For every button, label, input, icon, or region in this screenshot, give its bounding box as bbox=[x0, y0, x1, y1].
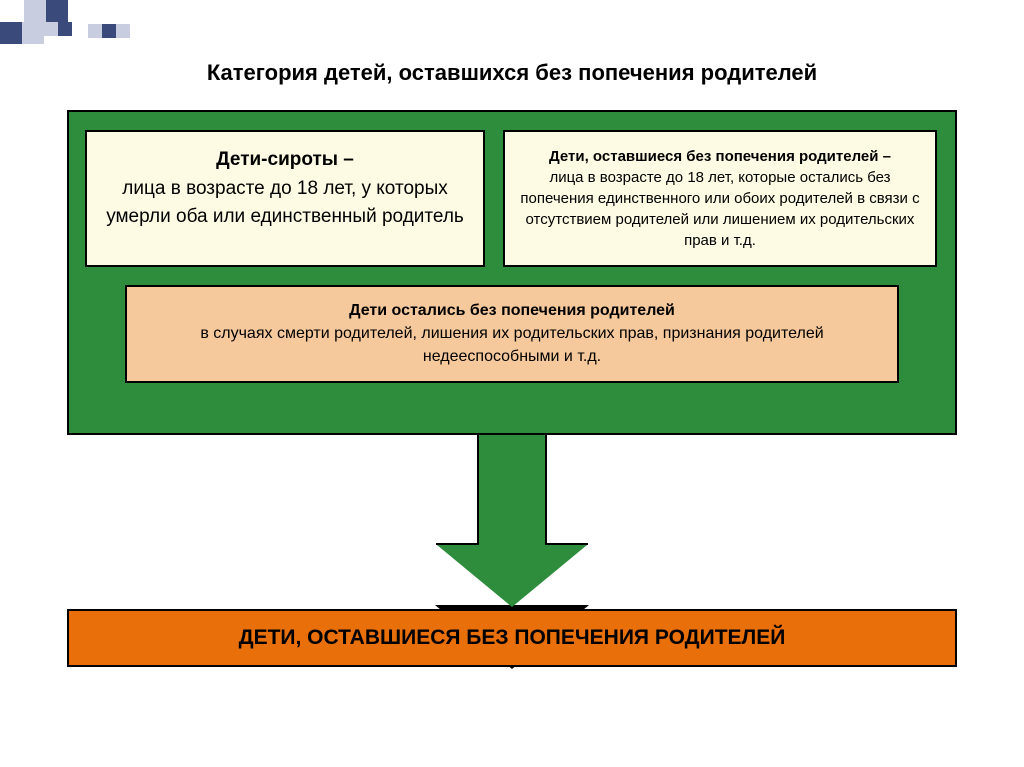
deco-square bbox=[58, 22, 72, 36]
result-box: ДЕТИ, ОСТАВШИЕСЯ БЕЗ ПОПЕЧЕНИЯ РОДИТЕЛЕЙ bbox=[67, 609, 957, 667]
deco-square bbox=[116, 24, 130, 38]
deco-square bbox=[102, 24, 116, 38]
card-orphans: Дети-сироты – лица в возрасте до 18 лет,… bbox=[85, 130, 485, 267]
main-green-container: Дети-сироты – лица в возрасте до 18 лет,… bbox=[67, 110, 957, 435]
card-cases-heading: Дети остались без попечения родителей bbox=[349, 302, 675, 319]
card-without-care-heading: Дети, оставшиеся без попечения родителей… bbox=[549, 148, 891, 165]
card-cases: Дети остались без попечения родителей в … bbox=[125, 285, 899, 383]
deco-square bbox=[88, 24, 102, 38]
top-row: Дети-сироты – лица в возрасте до 18 лет,… bbox=[85, 130, 939, 267]
deco-square bbox=[46, 0, 68, 22]
arrow-down-icon bbox=[437, 435, 587, 610]
deco-square bbox=[22, 22, 44, 44]
deco-square bbox=[44, 22, 58, 36]
deco-square bbox=[24, 0, 46, 22]
result-label: ДЕТИ, ОСТАВШИЕСЯ БЕЗ ПОПЕЧЕНИЯ РОДИТЕЛЕЙ bbox=[239, 626, 786, 650]
slide-title: Категория детей, оставшихся без попечени… bbox=[0, 60, 1024, 86]
card-orphans-heading: Дети-сироты – bbox=[216, 149, 354, 170]
card-cases-body: в случаях смерти родителей, лишения их р… bbox=[200, 325, 823, 365]
card-without-care-body: лица в возрасте до 18 лет, которые остал… bbox=[520, 169, 919, 249]
card-without-care: Дети, оставшиеся без попечения родителей… bbox=[503, 130, 937, 267]
card-orphans-body: лица в возрасте до 18 лет, у которых уме… bbox=[106, 178, 464, 228]
deco-square bbox=[0, 22, 22, 44]
